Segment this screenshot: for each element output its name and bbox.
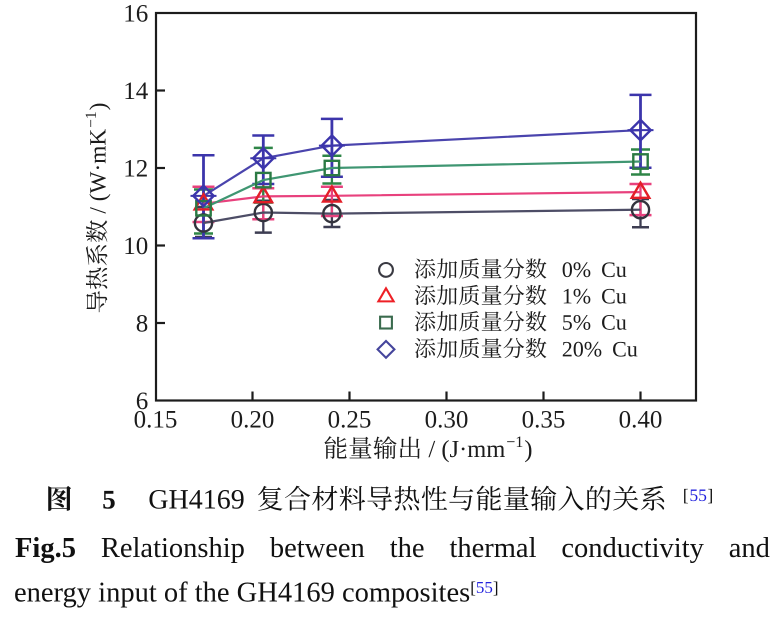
svg-text:8: 8 xyxy=(136,311,149,338)
svg-text:0.35: 0.35 xyxy=(522,406,566,433)
svg-text:0.25: 0.25 xyxy=(328,406,372,433)
svg-text:6: 6 xyxy=(136,388,149,415)
svg-text:14: 14 xyxy=(123,78,149,105)
svg-text:16: 16 xyxy=(123,1,148,28)
svg-text:0.30: 0.30 xyxy=(425,406,469,433)
svg-text:0.20: 0.20 xyxy=(231,406,275,433)
svg-text:0.40: 0.40 xyxy=(619,406,663,433)
svg-text:10: 10 xyxy=(123,233,148,260)
svg-text:12: 12 xyxy=(123,156,148,183)
svg-text:0.15: 0.15 xyxy=(134,406,178,433)
